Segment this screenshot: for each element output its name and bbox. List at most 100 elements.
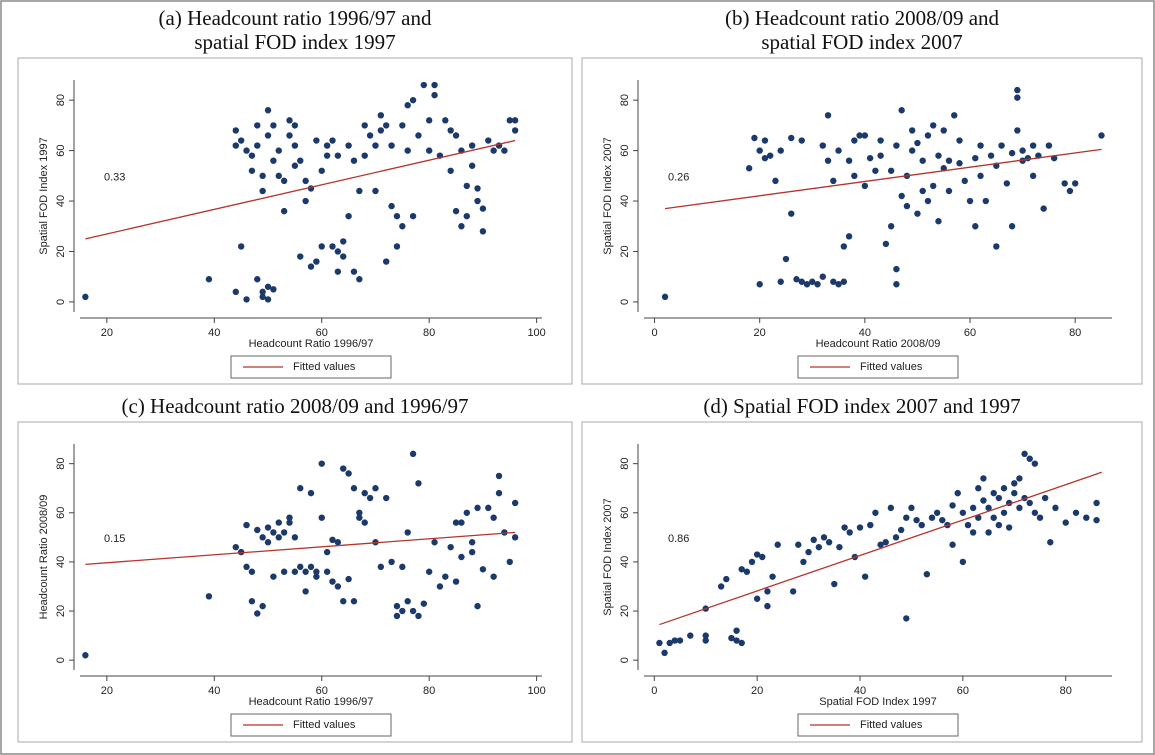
scatter-point: [458, 553, 465, 561]
scatter-point: [388, 202, 395, 210]
scatter-point: [866, 154, 874, 162]
scatter-point: [851, 137, 858, 144]
scatter-point: [887, 504, 895, 512]
x-tick-label: 80: [423, 327, 435, 339]
scatter-point: [243, 521, 250, 529]
scatter-point: [1045, 142, 1053, 149]
scatter-point: [935, 218, 942, 225]
scatter-point: [882, 539, 889, 546]
scatter-point: [474, 504, 481, 512]
scatter-point: [914, 210, 921, 217]
scatter-point: [302, 588, 309, 595]
annotation: 0.15: [104, 533, 125, 545]
scatter-point: [769, 573, 776, 580]
scatter-point: [956, 160, 963, 167]
scatter-point: [334, 539, 342, 546]
x-tick-label: 80: [1069, 327, 1081, 339]
scatter-point: [323, 548, 331, 556]
scatter-point: [671, 637, 679, 644]
x-tick-label: 60: [957, 685, 969, 697]
scatter-point: [993, 243, 1000, 250]
scatter-point: [350, 268, 358, 275]
annotation: 0.86: [668, 533, 689, 545]
scatter-point: [1031, 509, 1039, 516]
scatter-point: [1031, 460, 1039, 467]
scatter-point: [383, 494, 390, 502]
scatter-point: [323, 152, 331, 159]
scatter-point: [980, 475, 987, 482]
x-tick-label: 80: [1060, 685, 1072, 697]
scatter-point: [237, 137, 245, 144]
scatter-point: [998, 142, 1005, 149]
scatter-point: [205, 593, 213, 600]
scatter-point: [399, 122, 406, 129]
legend-label: Fitted values: [293, 361, 356, 373]
scatter-point: [259, 187, 266, 195]
scatter-point: [928, 514, 936, 521]
scatter-point: [840, 243, 848, 250]
scatter-point: [399, 563, 406, 571]
scatter-point: [458, 223, 465, 230]
scatter-point: [969, 529, 977, 536]
scatter-point: [964, 521, 972, 529]
scatter-point: [259, 293, 266, 301]
scatter-point: [777, 147, 784, 154]
scatter-point: [980, 497, 987, 504]
scatter-point: [728, 634, 735, 642]
scatter-point: [490, 147, 497, 154]
x-tick-label: 80: [423, 685, 435, 697]
scatter-point: [1061, 180, 1068, 187]
scatter-point: [329, 578, 336, 585]
scatter-point: [275, 534, 282, 541]
scatter-point: [738, 639, 745, 647]
scatter-point: [951, 112, 958, 119]
scatter-point: [966, 197, 974, 205]
scatter-point: [919, 157, 926, 164]
scatter-point: [302, 197, 309, 205]
x-tick-label: 60: [316, 685, 328, 697]
scatter-point: [908, 147, 916, 154]
scatter-point: [924, 132, 932, 139]
scatter-point: [1019, 147, 1026, 154]
scatter-point: [468, 142, 476, 149]
x-tick-label: 0: [651, 327, 657, 339]
scatter-point: [717, 583, 725, 590]
scatter-point: [485, 504, 492, 512]
scatter-point: [506, 117, 513, 124]
legend-box: [797, 355, 959, 379]
scatter-point: [307, 263, 315, 270]
y-tick-label: 80: [55, 94, 67, 106]
x-tick-label: 60: [316, 327, 328, 339]
legend-box: [230, 355, 392, 379]
scatter-point: [452, 519, 460, 526]
scatter-point: [318, 460, 325, 467]
scatter-point: [350, 485, 358, 492]
scatter-point: [845, 157, 853, 164]
scatter-point: [1008, 149, 1016, 157]
scatter-point: [761, 154, 769, 162]
scatter-point: [254, 276, 261, 283]
scatter-point: [356, 276, 363, 283]
scatter-point: [1014, 94, 1021, 101]
scatter-point: [751, 134, 758, 142]
scatter-point: [961, 177, 968, 185]
scatter-point: [893, 281, 900, 288]
scatter-point: [1011, 489, 1018, 497]
scatter-point: [463, 182, 470, 190]
scatter-point: [893, 265, 900, 273]
scatter-point: [511, 127, 519, 134]
scatter-point: [264, 132, 272, 139]
scatter-point: [975, 514, 982, 521]
scatter-point: [919, 187, 926, 195]
scatter-point: [959, 509, 967, 516]
scatter-point: [243, 147, 250, 154]
x-tick-label: 40: [859, 327, 871, 339]
scatter-point: [254, 610, 261, 617]
scatter-point: [329, 536, 336, 544]
x-axis-label: Headcount Ratio 1996/97: [249, 696, 374, 708]
scatter-point: [748, 558, 756, 566]
scatter-point: [1083, 514, 1090, 521]
scatter-point: [949, 541, 956, 548]
y-axis-label: Spatial FOD Index 2007: [602, 137, 614, 254]
